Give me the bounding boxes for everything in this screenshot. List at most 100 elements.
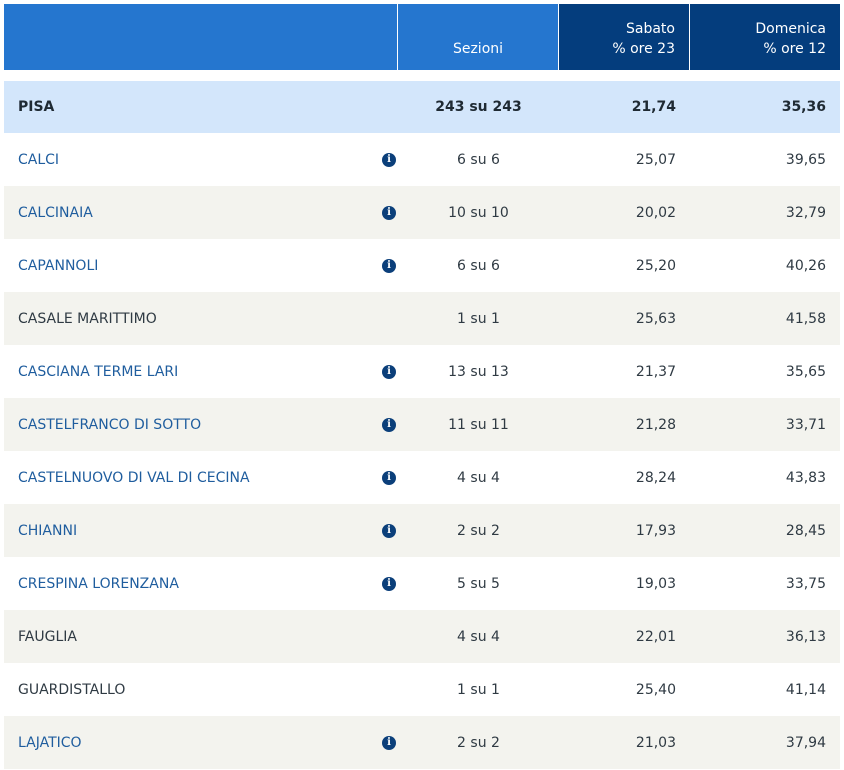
sections-cell: 6 su 6	[398, 133, 559, 186]
municipality-link[interactable]: CAPANNOLI	[18, 257, 99, 274]
sunday-cell: 40,26	[690, 239, 840, 292]
municipality-link[interactable]: CASCIANA TERME LARI	[18, 363, 179, 380]
table-row: CASCIANA TERME LARI i 13 su 13 21,37 35,65	[4, 345, 840, 398]
saturday-cell: 25,40	[559, 663, 690, 716]
municipality-cell: CALCINAIA i	[4, 186, 398, 239]
sunday-cell: 39,65	[690, 133, 840, 186]
saturday-cell: 21,28	[559, 398, 690, 451]
header-saturday-label: Sabato	[626, 21, 675, 37]
info-circle-icon[interactable]: i	[382, 470, 396, 485]
sunday-cell: 33,71	[690, 398, 840, 451]
saturday-cell: 21,37	[559, 345, 690, 398]
municipality-name: FAUGLIA	[18, 628, 77, 645]
header-sections-label: Sezioni	[452, 41, 504, 57]
total-sections: 243 su 243	[398, 81, 559, 133]
table-row: GUARDISTALLO 1 su 1 25,40 41,14	[4, 663, 840, 716]
total-row: PISA 243 su 243 21,74 35,36	[4, 81, 840, 133]
sunday-cell: 41,58	[690, 292, 840, 345]
header-saturday: Sabato % ore 23	[559, 4, 690, 70]
sections-cell: 4 su 4	[398, 451, 559, 504]
saturday-cell: 25,20	[559, 239, 690, 292]
sections-cell: 4 su 4	[398, 610, 559, 663]
municipality-name: CASALE MARITTIMO	[18, 310, 157, 327]
header-sunday-sub: % ore 12	[763, 41, 826, 57]
header-saturday-sub: % ore 23	[612, 41, 675, 57]
info-circle-icon[interactable]: i	[382, 364, 396, 379]
municipality-name: GUARDISTALLO	[18, 681, 126, 698]
municipality-cell: CASALE MARITTIMO	[4, 292, 398, 345]
table-row: CASTELFRANCO DI SOTTO i 11 su 11 21,28 33,71	[4, 398, 840, 451]
saturday-cell: 19,03	[559, 557, 690, 610]
saturday-cell: 25,63	[559, 292, 690, 345]
municipality-cell: LAJATICO i	[4, 716, 398, 769]
municipality-cell: CASTELFRANCO DI SOTTO i	[4, 398, 398, 451]
table-row: CALCINAIA i 10 su 10 20,02 32,79	[4, 186, 840, 239]
table-row: CALCI i 6 su 6 25,07 39,65	[4, 133, 840, 186]
municipality-cell: CASCIANA TERME LARI i	[4, 345, 398, 398]
header-sunday: Domenica % ore 12	[690, 4, 840, 70]
table-body: PISA 243 su 243 21,74 35,36 CALCI i 6 su 6…	[4, 70, 840, 769]
header-sections: Sezioni	[398, 4, 559, 70]
municipality-link[interactable]: CALCI	[18, 151, 60, 168]
sunday-cell: 32,79	[690, 186, 840, 239]
municipality-cell: FAUGLIA	[4, 610, 398, 663]
municipality-cell: CAPANNOLI i	[4, 239, 398, 292]
sunday-cell: 35,65	[690, 345, 840, 398]
municipality-cell: GUARDISTALLO	[4, 663, 398, 716]
table-row: CASTELNUOVO DI VAL DI CECINA i 4 su 4 28,24…	[4, 451, 840, 504]
sunday-cell: 28,45	[690, 504, 840, 557]
header-name-cell	[4, 4, 398, 70]
header-sunday-label: Domenica	[755, 21, 826, 37]
municipality-link[interactable]: CHIANNI	[18, 522, 78, 539]
saturday-cell: 17,93	[559, 504, 690, 557]
sunday-cell: 36,13	[690, 610, 840, 663]
total-name-text: PISA	[18, 99, 55, 115]
municipality-link[interactable]: CALCINAIA	[18, 204, 93, 221]
sunday-cell: 43,83	[690, 451, 840, 504]
sections-cell: 1 su 1	[398, 292, 559, 345]
sections-cell: 2 su 2	[398, 716, 559, 769]
table-row: CAPANNOLI i 6 su 6 25,20 40,26	[4, 239, 840, 292]
sunday-cell: 33,75	[690, 557, 840, 610]
sections-cell: 11 su 11	[398, 398, 559, 451]
sunday-cell: 37,94	[690, 716, 840, 769]
total-saturday: 21,74	[559, 81, 690, 133]
saturday-cell: 28,24	[559, 451, 690, 504]
spacer-row	[4, 70, 840, 81]
info-circle-icon[interactable]: i	[382, 152, 396, 167]
sections-cell: 10 su 10	[398, 186, 559, 239]
sections-cell: 6 su 6	[398, 239, 559, 292]
municipality-cell: CRESPINA LORENZANA i	[4, 557, 398, 610]
total-sunday: 35,36	[690, 81, 840, 133]
info-circle-icon[interactable]: i	[382, 735, 396, 750]
saturday-cell: 22,01	[559, 610, 690, 663]
info-circle-icon[interactable]: i	[382, 523, 396, 538]
saturday-cell: 25,07	[559, 133, 690, 186]
saturday-cell: 21,03	[559, 716, 690, 769]
table-row: CHIANNI i 2 su 2 17,93 28,45	[4, 504, 840, 557]
sunday-cell: 41,14	[690, 663, 840, 716]
municipality-link[interactable]: CASTELFRANCO DI SOTTO	[18, 416, 202, 433]
table-row: CRESPINA LORENZANA i 5 su 5 19,03 33,75	[4, 557, 840, 610]
municipality-cell: CHIANNI i	[4, 504, 398, 557]
table-row: FAUGLIA 4 su 4 22,01 36,13	[4, 610, 840, 663]
turnout-table: Sezioni Sabato % ore 23 Domenica % ore 1…	[4, 4, 840, 769]
sections-cell: 1 su 1	[398, 663, 559, 716]
info-circle-icon[interactable]: i	[382, 576, 396, 591]
sections-cell: 5 su 5	[398, 557, 559, 610]
total-name: PISA	[4, 81, 398, 133]
table-row: LAJATICO i 2 su 2 21,03 37,94	[4, 716, 840, 769]
municipality-cell: CALCI i	[4, 133, 398, 186]
sections-cell: 13 su 13	[398, 345, 559, 398]
info-circle-icon[interactable]: i	[382, 258, 396, 273]
table-row: CASALE MARITTIMO 1 su 1 25,63 41,58	[4, 292, 840, 345]
info-circle-icon[interactable]: i	[382, 205, 396, 220]
saturday-cell: 20,02	[559, 186, 690, 239]
table-header: Sezioni Sabato % ore 23 Domenica % ore 1…	[4, 4, 840, 70]
municipality-link[interactable]: CRESPINA LORENZANA	[18, 575, 179, 592]
municipality-cell: CASTELNUOVO DI VAL DI CECINA i	[4, 451, 398, 504]
municipality-link[interactable]: LAJATICO	[18, 734, 82, 751]
info-circle-icon[interactable]: i	[382, 417, 396, 432]
sections-cell: 2 su 2	[398, 504, 559, 557]
municipality-link[interactable]: CASTELNUOVO DI VAL DI CECINA	[18, 469, 250, 486]
